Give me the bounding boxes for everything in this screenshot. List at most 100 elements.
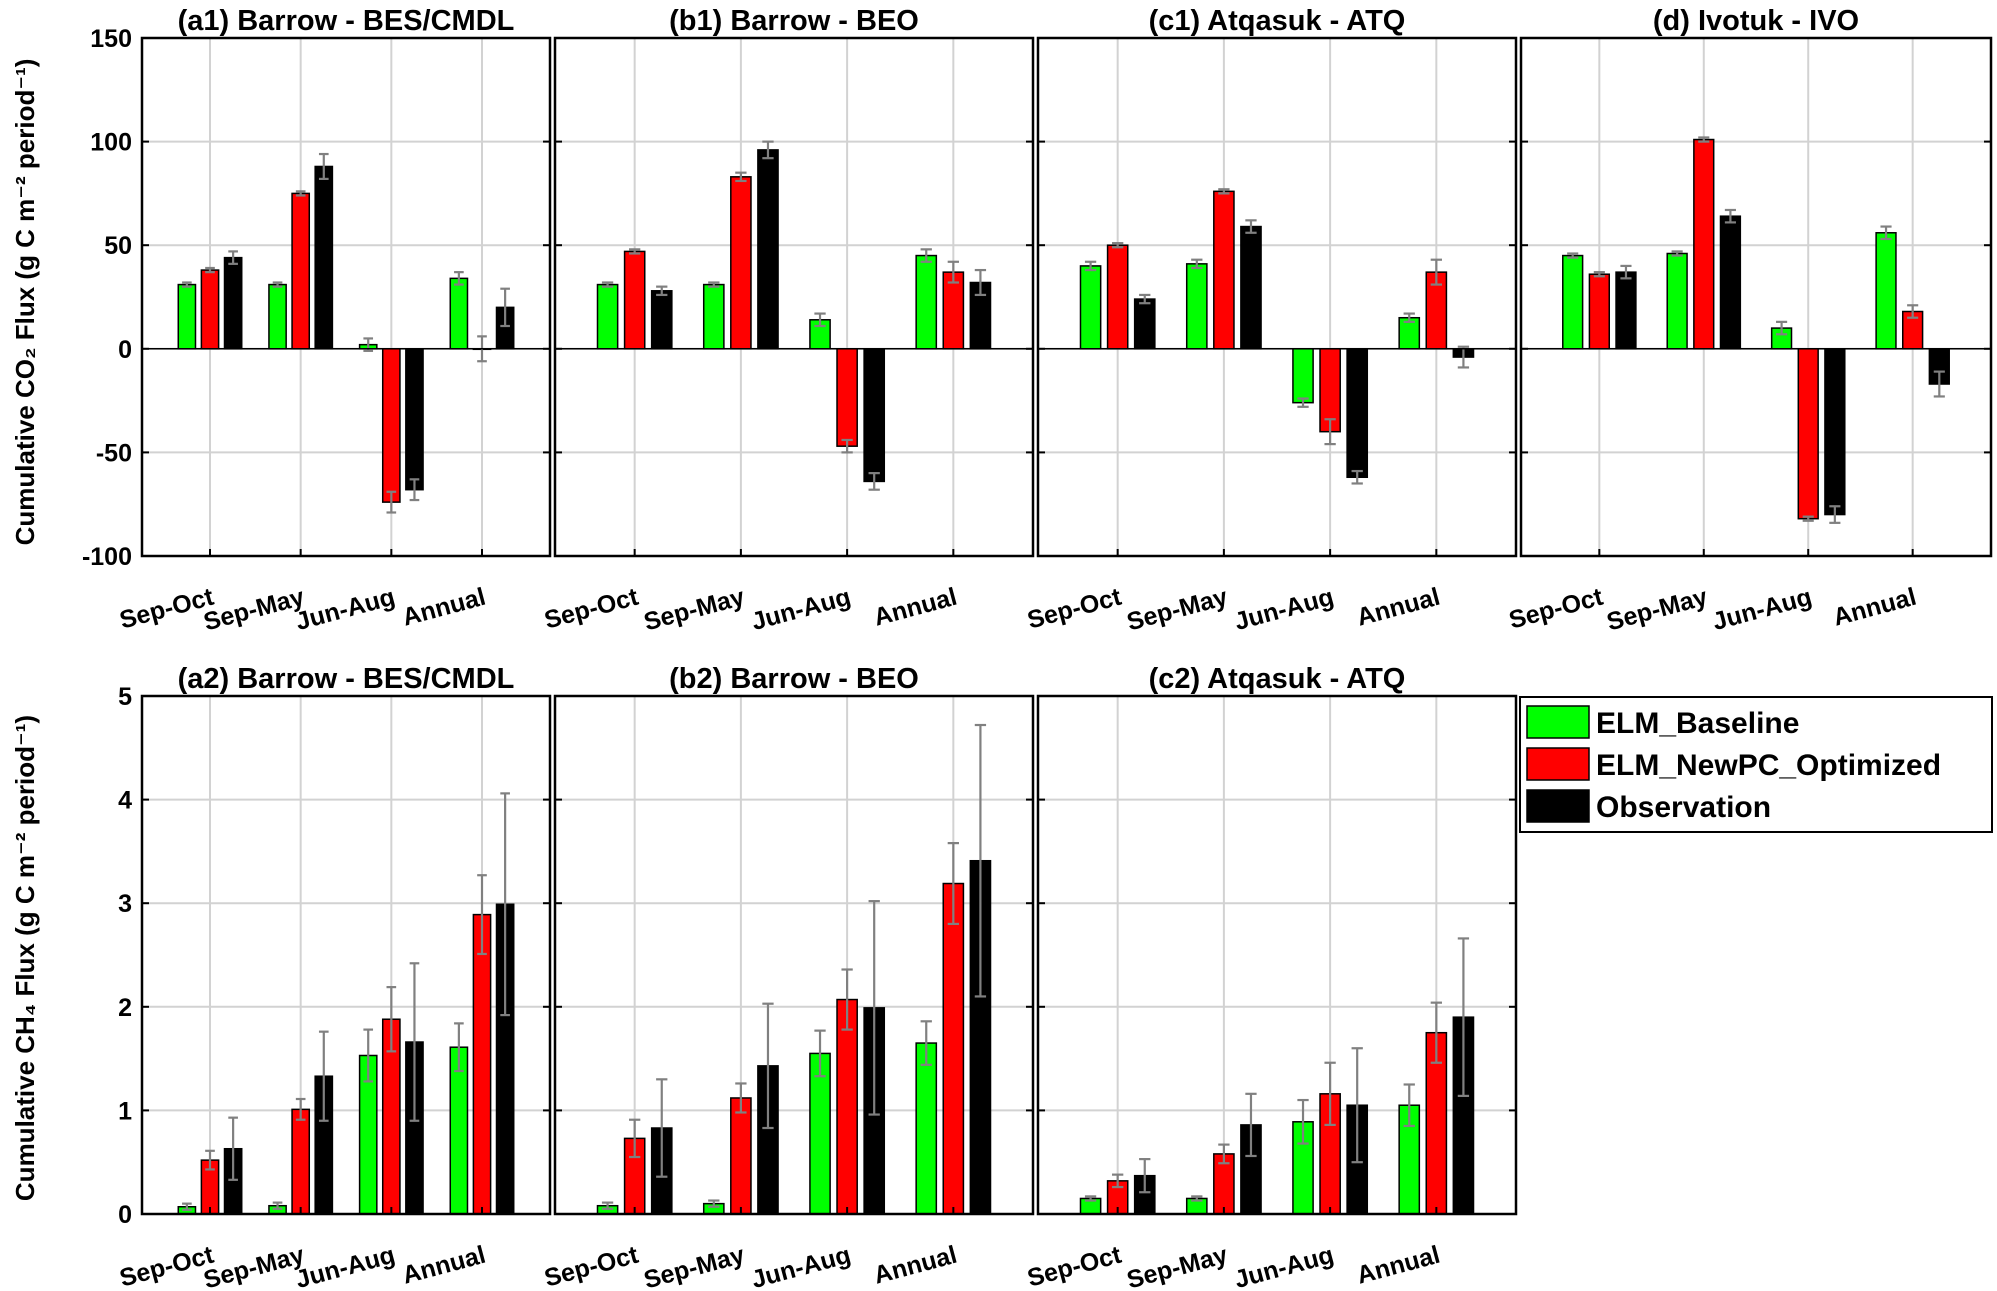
legend-label: ELM_Baseline [1596, 707, 1799, 740]
y-tick-label: 5 [118, 683, 132, 711]
bar-elm-baseline [1875, 232, 1897, 350]
error-bar [1620, 264, 1632, 280]
bar-elm-baseline [1562, 254, 1584, 350]
y-tick-label: 1 [118, 1097, 132, 1125]
legend-item: ELM_Baseline [1526, 705, 1799, 740]
bar-observation [1346, 348, 1369, 479]
error-bar [814, 1029, 826, 1078]
axes-frame [1036, 36, 1518, 558]
error-bar [295, 190, 306, 197]
bar-observation [223, 256, 243, 350]
y-tick-label: 100 [90, 129, 132, 157]
bar-elm-baseline [809, 1052, 831, 1215]
x-tick-label: Sep-May [201, 583, 308, 637]
error-bar [1776, 320, 1788, 336]
error-bar [762, 1002, 774, 1130]
x-tick-label: Sep-Oct [1506, 583, 1606, 635]
x-tick-label: Jun-Aug [1231, 583, 1336, 636]
bar-elm-newpc-optimized [1106, 244, 1129, 350]
y-tick-label: 50 [104, 232, 132, 260]
bar-observation [650, 290, 673, 350]
bar-observation [1824, 348, 1846, 516]
legend-swatch [1526, 789, 1590, 823]
error-bar [228, 250, 238, 265]
error-bar [363, 1028, 374, 1083]
panel-title: (b1) Barrow - BEO [669, 5, 919, 37]
x-tick-label: Annual [399, 583, 488, 632]
error-bar [1907, 304, 1919, 319]
axes-frame [1036, 694, 1518, 1216]
error-bar [295, 1097, 306, 1121]
error-bar [1112, 1173, 1124, 1189]
bar-elm-baseline [702, 283, 725, 350]
bar-observation [1133, 298, 1156, 350]
bar-elm-baseline [915, 1042, 938, 1215]
ch4-y-axis-label: Cumulative CH₄ Flux (g C m⁻² period⁻¹) [10, 715, 40, 1201]
y-tick-label: -100 [82, 543, 132, 571]
error-bar [868, 900, 880, 1116]
error-bar [868, 472, 880, 491]
bar-observation [1240, 225, 1262, 350]
bar-elm-newpc-optimized [1213, 190, 1235, 350]
legend-item: ELM_NewPC_Optimized [1526, 747, 1941, 782]
error-bar [762, 140, 774, 160]
legend-swatch [1526, 705, 1590, 739]
error-bar [947, 260, 959, 284]
error-bar [272, 1201, 283, 1210]
error-bar [1457, 345, 1470, 369]
panel-title: (a2) Barrow - BES/CMDL [178, 663, 515, 695]
error-bar [1084, 260, 1097, 272]
x-tick-label: Sep-Oct [1024, 583, 1124, 635]
x-tick-label: Sep-May [641, 583, 748, 637]
x-tick-label: Sep-May [1124, 1241, 1231, 1291]
error-bar [1430, 1001, 1442, 1064]
error-bar [182, 1202, 192, 1211]
bar-observation [1719, 215, 1742, 350]
error-bar [1297, 397, 1309, 408]
panel-title: (d) Ivotuk - IVO [1653, 5, 1859, 37]
x-tick-label: Annual [871, 1241, 960, 1290]
x-tick-label: Jun-Aug [748, 583, 853, 636]
panel-2: Sep-Oct Sep-May Jun-Aug Annual (b1) Barrow -… [541, 5, 1035, 637]
bar-elm-baseline [449, 277, 469, 350]
bar-elm-baseline [1079, 265, 1102, 350]
axes-frame [140, 694, 552, 1216]
y-tick-label: 2 [118, 994, 132, 1022]
y-tick-label: 150 [90, 25, 132, 53]
x-tick-label: Jun-Aug [293, 583, 398, 636]
error-bar [409, 478, 420, 502]
bar-elm-baseline [268, 283, 287, 350]
error-bar [386, 986, 397, 1053]
bar-elm-baseline [1666, 252, 1688, 350]
x-tick-label: Annual [1354, 583, 1443, 632]
error-bar [1218, 188, 1230, 195]
bar-elm-newpc-optimized [942, 882, 965, 1215]
error-bar [318, 152, 329, 180]
error-bar [735, 171, 747, 183]
error-bar [205, 266, 215, 274]
axes-frame [553, 694, 1035, 1216]
error-bar [1139, 1157, 1151, 1194]
error-bar [629, 248, 641, 255]
bar-elm-newpc-optimized [381, 348, 401, 503]
panel-7: Sep-Oct Sep-May Jun-Aug Annual (c2) Atqasuk … [1024, 663, 1518, 1291]
bar-observation [314, 165, 334, 350]
error-bar [1112, 242, 1124, 249]
error-bar [814, 312, 826, 328]
error-bar [205, 1149, 215, 1171]
error-bar [1324, 418, 1336, 446]
bar-elm-baseline [596, 283, 619, 350]
error-bar [318, 1030, 329, 1122]
x-tick-label: Sep-May [201, 1241, 308, 1291]
bar-observation [1615, 271, 1637, 350]
error-bar [1802, 515, 1814, 522]
x-tick-label: Sep-Oct [117, 1241, 217, 1291]
error-bar [1297, 1098, 1309, 1145]
error-bar [1671, 250, 1683, 257]
x-tick-label: Sep-Oct [541, 583, 641, 635]
y-tick-label: 4 [118, 787, 132, 815]
